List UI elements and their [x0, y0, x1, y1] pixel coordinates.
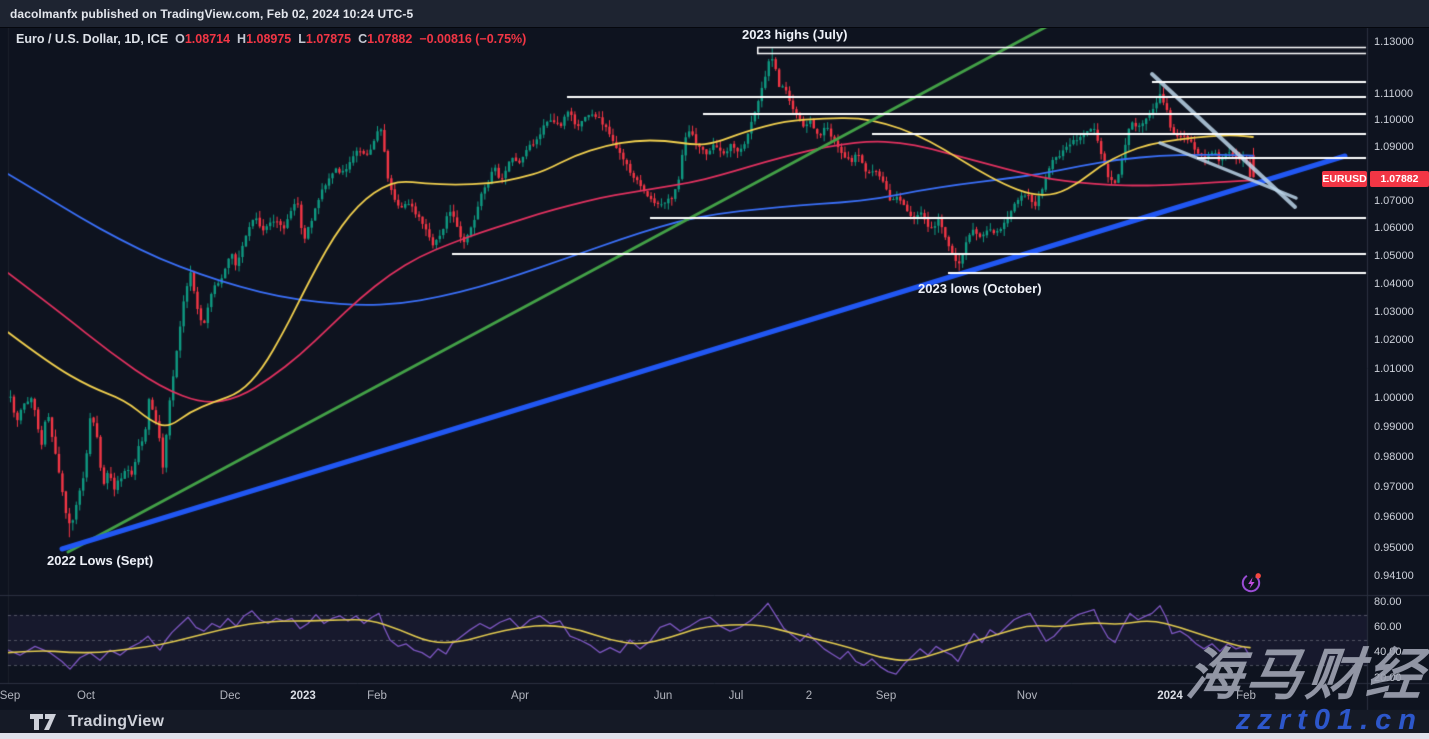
publish-header: dacolmanfx published on TradingView.com,…	[0, 0, 1429, 28]
publish-line: dacolmanfx published on TradingView.com,…	[10, 6, 414, 21]
pulse-lightning-icon[interactable]	[1240, 570, 1264, 594]
annotation-2023-lows: 2023 lows (October)	[918, 281, 1042, 296]
watermark-site-url: zzrt01.cn	[1235, 704, 1423, 736]
tradingview-brand[interactable]: TradingView	[68, 712, 165, 730]
ohlc-token: O1.08714	[175, 32, 231, 46]
bottom-strip	[0, 733, 1429, 739]
symbol-title: Euro / U.S. Dollar, 1D, ICE	[16, 32, 169, 46]
price-axis-label: 1.01000	[1374, 363, 1414, 376]
price-axis-label: 1.07000	[1374, 194, 1414, 207]
price-axis-label: 1.05000	[1374, 249, 1414, 262]
time-axis-label: Feb	[1236, 690, 1256, 702]
time-axis-label: 2024	[1157, 690, 1183, 702]
rsi-axis-label: 20.00	[1374, 671, 1402, 684]
price-axis-label: 0.96000	[1374, 511, 1414, 524]
price-axis-label: 1.04000	[1374, 277, 1414, 290]
tradingview-logo-icon[interactable]	[30, 713, 60, 730]
annotation-2022-lows: 2022 Lows (Sept)	[47, 553, 154, 568]
footer: TradingView	[0, 710, 1429, 733]
rsi-axis-label: 60.00	[1374, 620, 1402, 633]
symbol-legend[interactable]: Euro / U.S. Dollar, 1D, ICE O1.08714 H1.0…	[16, 32, 526, 46]
time-axis-label: Apr	[511, 690, 529, 702]
price-axis-label: 1.06000	[1374, 222, 1414, 235]
price-axis-label: 0.99000	[1374, 421, 1414, 434]
annotation-2023-highs: 2023 highs (July)	[742, 27, 848, 42]
time-axis-label: Feb	[367, 690, 387, 702]
rsi-axis-label: 80.00	[1374, 595, 1402, 608]
price-axis-label: 1.03000	[1374, 305, 1414, 318]
price-axis-label: 1.02000	[1374, 334, 1414, 347]
change-value: −0.00816 (−0.75%)	[419, 32, 527, 46]
price-axis-label: 1.00000	[1374, 392, 1414, 405]
price-axis-label: 0.94100	[1374, 569, 1414, 582]
time-axis-label: 2	[805, 690, 813, 702]
price-axis-label: 0.98000	[1374, 451, 1414, 464]
price-axis-label: 0.97000	[1374, 481, 1414, 493]
ohlc-token: L1.07875	[298, 32, 352, 46]
rsi-axis-label: 40.00	[1374, 646, 1402, 659]
time-axis-label: Sep	[875, 690, 897, 702]
watermark-site-name: 海马财经	[1183, 643, 1429, 706]
ohlc-values: O1.08714 H1.08975 L1.07875 C1.07882	[175, 32, 412, 46]
time-axis-label: Jul	[728, 690, 744, 702]
last-price-symbol-badge: EURUSD	[1322, 171, 1367, 187]
price-axis-label: 1.10000	[1374, 114, 1414, 127]
time-axis-label: Oct	[77, 690, 95, 702]
price-axis-label: 0.95000	[1374, 541, 1414, 554]
ohlc-token: H1.08975	[237, 32, 292, 46]
time-axis-label: 2023	[290, 690, 316, 702]
time-axis-label: Sep	[0, 690, 21, 702]
time-axis-label: Nov	[1016, 690, 1038, 702]
price-axis-label: 1.11000	[1374, 87, 1413, 100]
ohlc-token: C1.07882	[358, 32, 413, 46]
price-axis-label: 1.09000	[1374, 140, 1414, 153]
price-axis-label: 1.13000	[1374, 35, 1414, 48]
time-axis-label: Jun	[653, 690, 673, 702]
time-axis-label: Dec	[219, 690, 241, 702]
last-price-badge: 1.07882	[1370, 171, 1429, 187]
